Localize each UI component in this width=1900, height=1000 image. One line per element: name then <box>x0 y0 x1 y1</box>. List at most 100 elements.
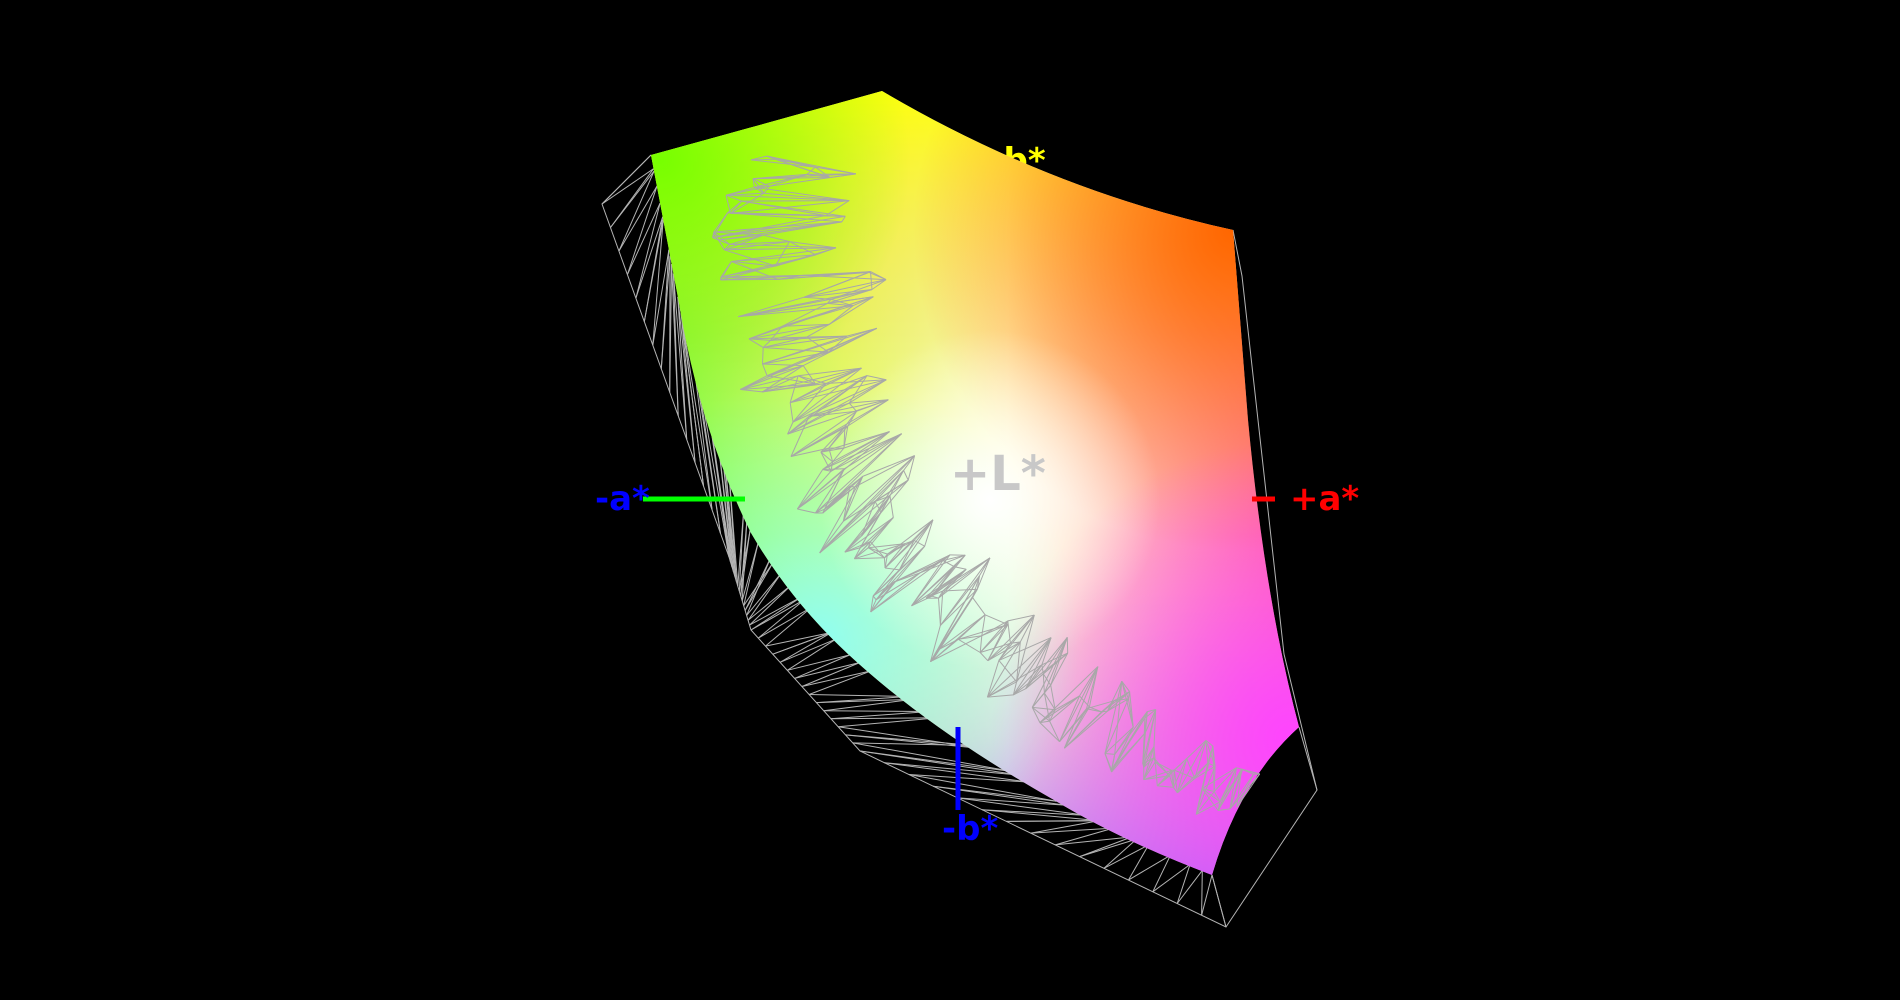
wireframe-edge <box>801 670 872 687</box>
wireframe-edge <box>1194 740 1207 779</box>
wireframe-edge <box>750 596 803 631</box>
wireframe-edge <box>816 698 913 704</box>
wireframe-edge <box>1032 706 1056 711</box>
wireframe-edge <box>826 379 887 384</box>
wireframe-edge <box>939 590 944 626</box>
wireframe-edge <box>859 495 891 548</box>
wireframe-edge <box>747 583 793 621</box>
wireframe-edge <box>853 547 861 559</box>
wireframe-edge <box>660 255 671 369</box>
wireframe-edge <box>725 194 742 202</box>
wireframe-edge <box>1086 666 1099 709</box>
wireframe-edge <box>1143 769 1172 781</box>
wireframe-edge <box>1050 652 1069 686</box>
wireframe-edge <box>727 200 743 213</box>
wireframe-edge <box>854 455 915 488</box>
axis-label-plus-l: +L* <box>950 446 1046 502</box>
wireframe-edge <box>741 541 759 601</box>
wireframe-edge <box>1195 766 1216 815</box>
wireframe-edge <box>740 389 763 393</box>
wireframe-edge <box>763 347 829 353</box>
wireframe-edge <box>769 173 856 187</box>
wireframe-edge <box>765 607 812 647</box>
wireframe-edge <box>925 568 967 599</box>
wireframe-edge <box>804 289 873 298</box>
wireframe-edge <box>908 774 1029 783</box>
wireframe-edge <box>758 607 812 639</box>
wireframe-edge <box>713 221 842 233</box>
wireframe-edge <box>643 219 664 322</box>
wireframe-edge <box>724 247 837 251</box>
wireframe-edge <box>843 455 915 522</box>
wireframe-edge <box>1042 637 1068 675</box>
wireframe-edge <box>1144 711 1148 719</box>
wireframe-edge <box>730 200 850 214</box>
wireframe-edge <box>718 239 730 245</box>
wireframe-edge <box>1079 838 1137 858</box>
wireframe-edge <box>743 561 775 606</box>
wireframe-edge <box>825 200 850 216</box>
wireframe-edge <box>746 571 783 616</box>
wireframe-edge <box>911 560 944 607</box>
wireframe-edge <box>957 797 1065 806</box>
wireframe-edge <box>987 620 1009 661</box>
wireframe-edge <box>725 186 755 196</box>
wireframe-edge <box>752 178 755 188</box>
wireframe-edge <box>830 711 930 720</box>
wireframe-edge <box>669 263 673 393</box>
wireframe-edge <box>870 581 895 613</box>
wireframe-edge <box>987 664 1043 698</box>
wireframe-edge <box>1007 614 1035 622</box>
wireframe-edge <box>842 486 856 522</box>
wireframe-edge <box>986 641 1021 698</box>
wireframe-edge <box>868 543 905 549</box>
wireframe-edge <box>789 402 794 423</box>
wireframe-edge <box>803 271 871 298</box>
wireframe-edge <box>954 566 967 570</box>
wireframe-edge <box>790 416 810 457</box>
wireframe-edge <box>762 327 877 365</box>
wireframe-edge <box>652 219 664 346</box>
wireframe-edge <box>870 271 873 290</box>
wireframe-edge <box>737 509 745 587</box>
wireframe-edge <box>867 517 894 549</box>
wireframe-edge <box>932 649 939 661</box>
wireframe-edge <box>762 375 799 393</box>
wireframe-edge <box>762 340 771 348</box>
wireframe-edge <box>827 298 832 304</box>
wireframe-edge <box>794 662 861 679</box>
wireframe-edge <box>822 476 864 514</box>
wireframe-edge <box>782 323 830 327</box>
wireframe-edge <box>741 200 850 202</box>
wireframe-edge <box>729 241 790 245</box>
wireframe-edge <box>830 433 902 472</box>
wireframe-edge <box>820 426 846 453</box>
wireframe-edge <box>1176 864 1191 904</box>
wireframe-edge <box>998 637 1052 661</box>
wireframe-edge <box>787 421 794 435</box>
wireframe-edge <box>749 583 793 626</box>
wireframe-edge <box>792 379 887 423</box>
wireframe-edge <box>712 237 719 241</box>
wireframe-edge <box>724 249 776 267</box>
wireframe-edge <box>787 402 850 435</box>
wireframe-edge <box>713 231 764 236</box>
wireframe-edge <box>815 367 862 385</box>
wireframe-edge <box>763 185 770 194</box>
wireframe-edge <box>750 155 767 161</box>
wireframe-edge <box>861 501 876 537</box>
wireframe-edge <box>958 638 981 653</box>
wireframe-edge <box>937 614 986 651</box>
wireframe-edge <box>845 734 978 747</box>
wireframe-edge <box>998 641 1021 661</box>
wireframe-edge <box>1236 773 1254 808</box>
wireframe-edge <box>808 399 889 417</box>
wireframe-edge <box>987 641 1021 662</box>
wireframe-edge <box>781 302 828 327</box>
wireframe-edge <box>1196 801 1221 815</box>
wireframe-edge <box>797 375 827 384</box>
wireframe-edge <box>775 241 790 267</box>
wireframe-edge <box>740 519 748 596</box>
wireframe-edge <box>738 296 805 318</box>
